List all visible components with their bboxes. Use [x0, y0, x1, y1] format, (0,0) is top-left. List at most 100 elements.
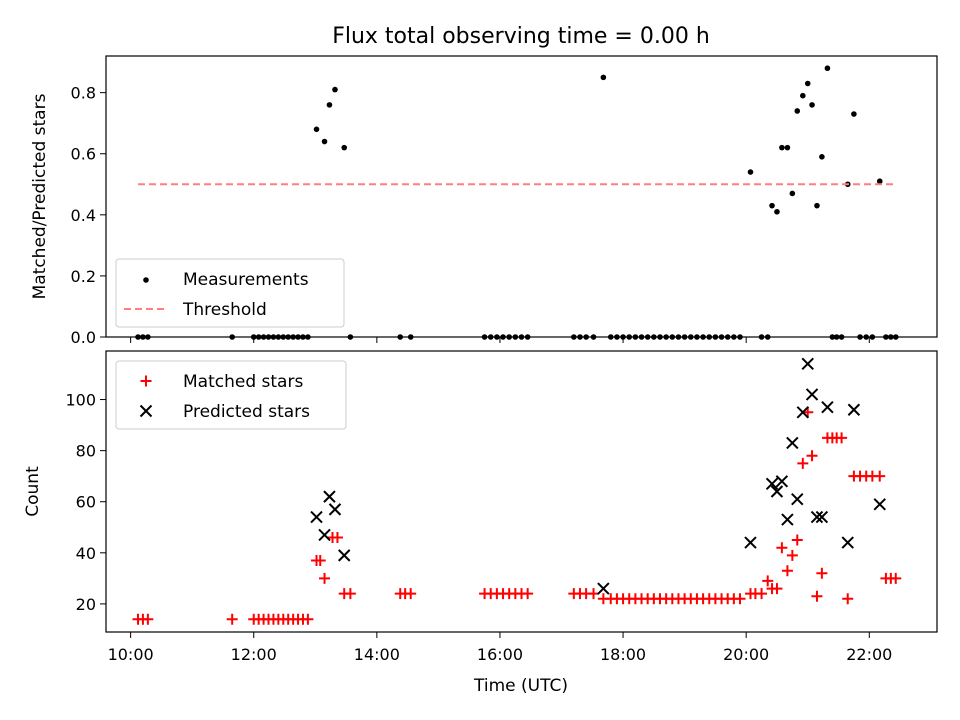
predicted-point: [786, 436, 799, 450]
predicted-point: [801, 357, 814, 370]
matched-point: [816, 567, 828, 579]
bottom-panel: 20 40 60 80 100 10:00 12:00 14:00 16:00 18:00 20:0…: [23, 350, 938, 664]
top-panel: 0.0 0.2 0.4 0.6 0.8 Matched/Predicted stars Me…: [30, 55, 938, 347]
matched-point: [331, 531, 343, 543]
x-tick-label: 14:00: [354, 645, 400, 664]
legend-predicted-handle: [139, 404, 153, 418]
matched-point: [842, 593, 854, 605]
predicted-point: [765, 477, 779, 491]
predicted-point: [781, 513, 794, 526]
predicted-point: [847, 403, 861, 416]
y-axis-label: Matched/Predicted stars: [30, 93, 50, 299]
legend-label: Measurements: [183, 270, 309, 290]
predicted-point: [338, 549, 351, 562]
measurement-point: [784, 144, 791, 151]
legend-measurement-handle: [143, 277, 149, 283]
matched-point: [756, 588, 768, 600]
measurement-point: [321, 138, 328, 145]
y-tick-label: 40: [76, 544, 96, 563]
matched-point: [314, 554, 326, 566]
matched-point: [405, 588, 417, 600]
matched-point: [791, 534, 803, 546]
matched-point: [890, 572, 902, 584]
measurement-point: [794, 108, 801, 114]
legend-label: Matched stars: [183, 372, 303, 392]
measurement-point: [824, 65, 831, 72]
predicted-point: [791, 492, 804, 506]
y-tick-label: 0.8: [71, 84, 96, 103]
matched-point: [836, 432, 848, 444]
predicted-point: [597, 582, 610, 595]
measurement-point: [789, 190, 796, 197]
measurement-point: [600, 74, 607, 81]
axes-frame: [105, 350, 938, 633]
measurement-point: [332, 86, 338, 93]
x-tick-label: 20:00: [723, 645, 769, 664]
matched-point: [786, 549, 798, 561]
matched-point: [776, 542, 788, 554]
y-tick-label: 0.2: [71, 267, 96, 286]
matched-point: [811, 590, 823, 602]
predicted-point: [744, 536, 757, 549]
predicted-point: [318, 528, 331, 542]
predicted-point: [821, 400, 834, 414]
predicted-point: [810, 510, 824, 524]
matched-point: [344, 588, 356, 600]
matched-point: [302, 613, 314, 625]
measurement-point: [326, 102, 333, 108]
x-tick-label: 16:00: [477, 645, 523, 664]
matched-point: [319, 572, 331, 584]
matched-point: [522, 588, 534, 600]
measurement-point: [814, 202, 820, 209]
x-axis-label: Time (UTC): [473, 676, 568, 696]
measurement-point: [851, 111, 857, 117]
predicted-point: [310, 510, 323, 524]
predicted-point: [796, 406, 810, 419]
x-tick-label: 22:00: [846, 645, 892, 664]
measurement-point: [804, 80, 811, 87]
series-predicted-stars: [310, 357, 886, 595]
series-matched-stars: [132, 406, 902, 625]
measurement-point: [809, 102, 815, 108]
predicted-point: [323, 490, 336, 503]
matched-point: [762, 575, 774, 587]
measurement-point: [313, 126, 320, 133]
predicted-point: [841, 536, 854, 549]
y-tick-label: 0.4: [71, 206, 96, 225]
axes-frame: [105, 55, 938, 338]
measurement-point: [779, 144, 785, 151]
predicted-point: [815, 510, 829, 524]
y-tick-label: 80: [76, 442, 96, 461]
measurement-point: [747, 169, 754, 175]
matched-point: [806, 450, 818, 462]
y-tick-label: 0.6: [71, 145, 96, 164]
matched-point: [734, 593, 746, 605]
matched-point: [781, 565, 793, 577]
legend-label: Threshold: [182, 300, 267, 320]
measurement-point: [341, 144, 348, 151]
measurement-point: [800, 92, 806, 99]
measurement-point: [819, 153, 825, 160]
y-tick-label: 20: [76, 595, 96, 614]
matched-point: [226, 613, 238, 625]
x-tick-label: 18:00: [600, 645, 646, 664]
predicted-point: [770, 485, 784, 498]
y-axis-label: Count: [23, 466, 43, 517]
matched-point: [771, 583, 783, 595]
figure-title: Flux total observing time = 0.00 h: [332, 24, 710, 49]
matched-point: [588, 588, 600, 600]
legend: Matched stars Predicted stars: [115, 360, 347, 430]
y-tick-label: 100: [65, 391, 96, 410]
predicted-point: [805, 388, 819, 401]
legend-matched-handle: [140, 375, 152, 387]
legend-box: [115, 360, 347, 430]
legend-box: [115, 258, 345, 328]
predicted-point: [873, 498, 886, 511]
x-tick-label: 12:00: [231, 645, 277, 664]
legend: Measurements Threshold: [115, 258, 345, 328]
matched-point: [797, 457, 809, 469]
measurement-point: [876, 178, 883, 185]
y-tick-label: 0.0: [71, 328, 96, 347]
